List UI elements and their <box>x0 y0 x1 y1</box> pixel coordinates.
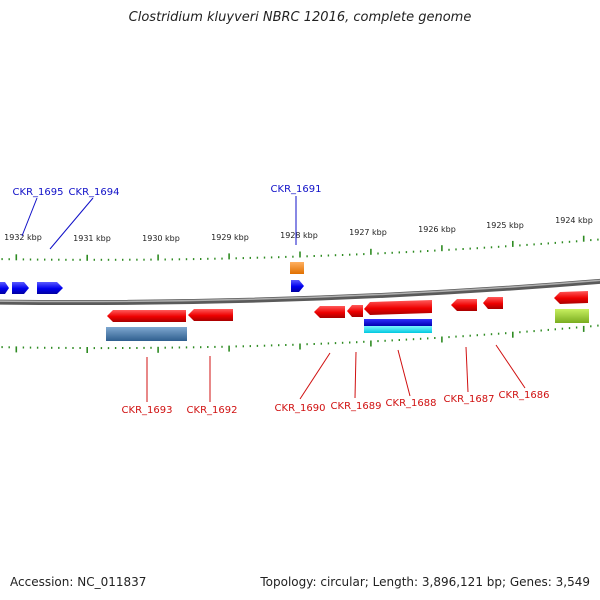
forward-gene-edge[interactable] <box>0 282 9 294</box>
scale-label-1924: 1924 kbp <box>555 216 593 225</box>
forward-gene-ckr-1695[interactable] <box>12 282 29 294</box>
forward-genes <box>0 262 304 294</box>
forward-gene-labels: CKR_1695 CKR_1694 CKR_1691 <box>13 184 322 198</box>
scale-label-1929: 1929 kbp <box>211 233 249 242</box>
reverse-gene-edge[interactable] <box>554 291 588 304</box>
reverse-gene-ckr-1690[interactable] <box>314 306 345 318</box>
callout-line-ckr-1687 <box>465 346 469 393</box>
scale-label-1932: 1932 kbp <box>4 233 42 242</box>
reverse-gene-ckr-1692[interactable] <box>188 309 233 321</box>
gene-label-ckr-1695[interactable]: CKR_1695 <box>13 187 64 198</box>
scale-labels: 1932 kbp 1931 kbp 1930 kbp 1929 kbp 1928… <box>4 216 593 243</box>
gene-label-ckr-1693[interactable]: CKR_1693 <box>122 405 173 416</box>
orange-feature[interactable] <box>290 262 304 274</box>
scale-label-1930: 1930 kbp <box>142 234 180 243</box>
forward-gene-ckr-1691[interactable] <box>291 280 304 292</box>
gene-label-ckr-1692[interactable]: CKR_1692 <box>187 405 238 416</box>
callout-line-ckr-1695 <box>21 197 38 237</box>
scale-label-1928: 1928 kbp <box>280 231 318 240</box>
callout-line-ckr-1690 <box>299 352 331 400</box>
callout-line-ckr-1688 <box>397 349 411 397</box>
top-tick-row <box>1 235 599 261</box>
genome-backbone-highlight <box>0 279 600 303</box>
gene-label-ckr-1694[interactable]: CKR_1694 <box>69 187 120 198</box>
forward-gene-ckr-1694[interactable] <box>37 282 63 294</box>
gene-label-ckr-1690[interactable]: CKR_1690 <box>275 403 326 414</box>
accession-text: Accession: NC_011837 <box>10 575 147 589</box>
lime-feature[interactable] <box>555 309 589 323</box>
callout-line-ckr-1694 <box>49 197 94 250</box>
cyan-feature[interactable] <box>364 326 432 333</box>
bottom-tick-row <box>1 324 599 353</box>
reverse-gene-labels: CKR_1693 CKR_1692 CKR_1690 CKR_1689 CKR_… <box>122 390 550 416</box>
gene-label-ckr-1689[interactable]: CKR_1689 <box>331 401 382 412</box>
gene-label-ckr-1687[interactable]: CKR_1687 <box>444 394 495 405</box>
callout-line-ckr-1689 <box>354 351 357 399</box>
genome-summary-text: Topology: circular; Length: 3,896,121 bp… <box>260 575 590 589</box>
gene-label-ckr-1688[interactable]: CKR_1688 <box>386 398 437 409</box>
scale-label-1927: 1927 kbp <box>349 228 387 237</box>
reverse-gene-ckr-1689[interactable] <box>347 305 363 317</box>
scale-label-1925: 1925 kbp <box>486 221 524 230</box>
reverse-gene-ckr-1687[interactable] <box>451 299 477 311</box>
callout-lines <box>21 196 526 402</box>
callout-line-ckr-1686 <box>495 344 526 389</box>
steelblue-feature[interactable] <box>106 327 187 341</box>
reverse-gene-ckr-1686[interactable] <box>483 297 503 309</box>
reverse-gene-ckr-1693[interactable] <box>107 310 186 322</box>
reverse-gene-ckr-1688[interactable] <box>364 300 432 315</box>
genome-backbone <box>0 278 600 306</box>
scale-label-1931: 1931 kbp <box>73 234 111 243</box>
reverse-genes <box>106 291 589 341</box>
gene-label-ckr-1691[interactable]: CKR_1691 <box>271 184 322 195</box>
scale-label-1926: 1926 kbp <box>418 225 456 234</box>
gene-label-ckr-1686[interactable]: CKR_1686 <box>499 390 550 401</box>
genome-title: Clostridium kluyveri NBRC 12016, complet… <box>128 10 472 25</box>
blue-feature[interactable] <box>364 319 432 326</box>
